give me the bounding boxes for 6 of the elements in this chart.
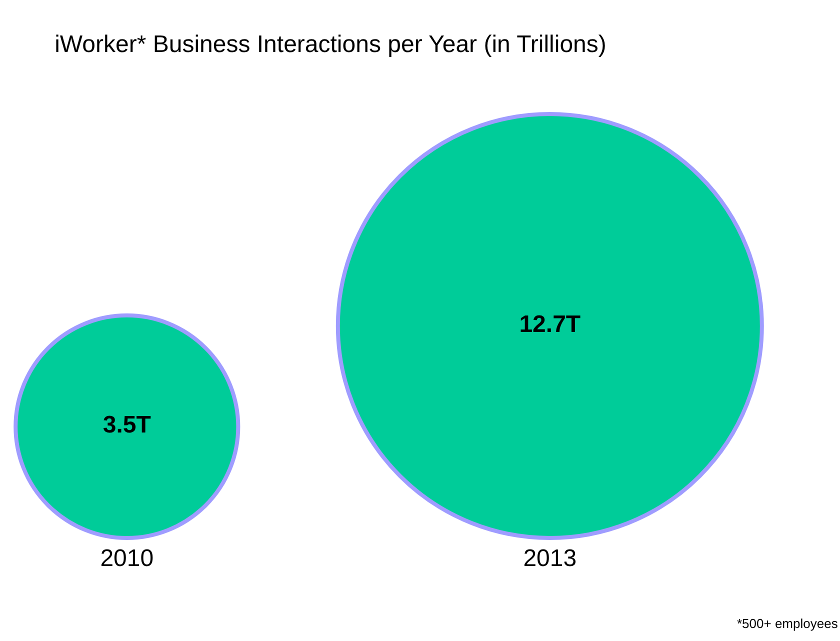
text: *500+ employees bbox=[737, 616, 838, 631]
data-label: 3.5T bbox=[102, 412, 152, 439]
category-label: 2013 bbox=[523, 545, 577, 572]
data-label: 12.7T bbox=[519, 311, 581, 338]
text: iWorker* Business Interactions per Year (in Trillions) bbox=[54, 31, 606, 58]
category-label: 2010 bbox=[100, 545, 154, 572]
